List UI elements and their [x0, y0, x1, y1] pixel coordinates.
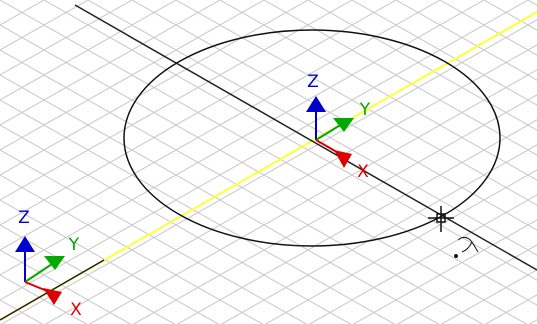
- x-arrow-head: [43, 288, 62, 305]
- ucs-gizmo: Z Y X: [306, 72, 371, 182]
- z-arrow-head: [306, 96, 326, 112]
- x-label: X: [357, 162, 369, 182]
- z-arrow-head: [15, 236, 35, 252]
- cursor: [428, 206, 479, 258]
- x-arrow-head: [334, 150, 352, 168]
- y-arrow-head: [44, 256, 65, 270]
- circle-entity: [123, 29, 501, 247]
- world-gizmo: Z Y X: [15, 208, 82, 320]
- y-arrow: [24, 263, 53, 283]
- y-label: Y: [359, 100, 371, 120]
- z-label: Z: [307, 72, 319, 92]
- x-label: X: [70, 300, 82, 320]
- y-arrow-head: [333, 118, 354, 132]
- z-label: Z: [18, 208, 30, 228]
- x-axis-line: [74, 4, 537, 271]
- y-arrow: [315, 123, 343, 141]
- y-label: Y: [68, 235, 80, 255]
